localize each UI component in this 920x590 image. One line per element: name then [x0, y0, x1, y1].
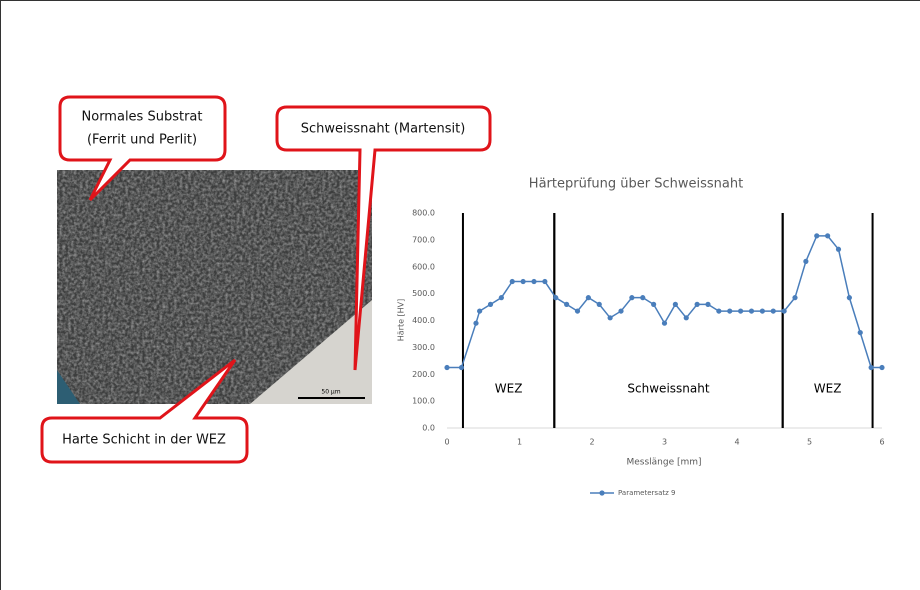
marker — [814, 233, 819, 238]
zone-label: WEZ — [814, 382, 842, 396]
x-tick-label: 1 — [517, 438, 522, 447]
marker — [869, 365, 874, 370]
x-tick-label: 4 — [734, 438, 739, 447]
marker — [459, 365, 464, 370]
slide: 50 µm Normales Substrat (Ferrit und Perl… — [0, 0, 920, 590]
marker — [716, 308, 721, 313]
y-tick-label: 400.0 — [412, 316, 435, 325]
marker — [608, 315, 613, 320]
marker — [499, 295, 504, 300]
marker — [684, 315, 689, 320]
marker — [727, 308, 732, 313]
scale-bar-label: 50 µm — [321, 389, 340, 396]
x-tick-label: 2 — [589, 438, 594, 447]
marker — [879, 365, 884, 370]
zone-label: Schweissnaht — [627, 382, 709, 396]
marker — [662, 321, 667, 326]
marker — [749, 308, 754, 313]
marker — [531, 279, 536, 284]
marker — [586, 295, 591, 300]
marker — [564, 302, 569, 307]
page: 50 µm Normales Substrat (Ferrit und Perl… — [0, 0, 920, 590]
marker — [760, 308, 765, 313]
y-tick-label: 800.0 — [412, 209, 435, 218]
marker — [695, 302, 700, 307]
y-tick-label: 0.0 — [422, 424, 435, 433]
y-tick-label: 600.0 — [412, 262, 435, 271]
marker — [651, 302, 656, 307]
legend-label: Parametersatz 9 — [618, 489, 675, 497]
marker — [575, 308, 580, 313]
marker — [473, 321, 478, 326]
line — [447, 236, 882, 368]
x-tick-label: 5 — [807, 438, 812, 447]
callout-text: Schweissnaht (Martensit) — [301, 122, 466, 137]
y-tick-label: 200.0 — [412, 370, 435, 379]
y-axis-title: Härte [HV] — [397, 299, 406, 342]
marker — [705, 302, 710, 307]
callout-text: Harte Schicht in der WEZ — [62, 433, 226, 448]
x-tick-label: 6 — [879, 438, 884, 447]
marker — [803, 259, 808, 264]
marker — [792, 295, 797, 300]
y-tick-label: 100.0 — [412, 397, 435, 406]
marker — [488, 302, 493, 307]
marker — [771, 308, 776, 313]
marker — [640, 295, 645, 300]
marker — [858, 330, 863, 335]
marker — [597, 302, 602, 307]
y-tick-label: 500.0 — [412, 289, 435, 298]
marker — [782, 308, 787, 313]
x-tick-label: 0 — [444, 438, 449, 447]
marker — [738, 308, 743, 313]
marker — [510, 279, 515, 284]
x-axis-title: Messlänge [mm] — [626, 458, 701, 468]
marker — [825, 233, 830, 238]
callout-text: Normales Substrat — [82, 110, 203, 125]
marker — [673, 302, 678, 307]
y-tick-label: 700.0 — [412, 235, 435, 244]
callout-text: (Ferrit und Perlit) — [87, 133, 197, 148]
marker — [847, 295, 852, 300]
x-tick-label: 3 — [662, 438, 667, 447]
chart-title: Härteprüfung über Schweissnaht — [529, 177, 743, 192]
marker — [521, 279, 526, 284]
marker — [836, 247, 841, 252]
zone-label: WEZ — [495, 382, 523, 396]
marker — [553, 295, 558, 300]
y-tick-label: 300.0 — [412, 343, 435, 352]
marker — [444, 365, 449, 370]
marker — [542, 279, 547, 284]
micrograph: 50 µm — [57, 170, 372, 404]
marker — [629, 295, 634, 300]
marker — [477, 308, 482, 313]
legend-swatch — [599, 490, 604, 495]
marker — [618, 308, 623, 313]
